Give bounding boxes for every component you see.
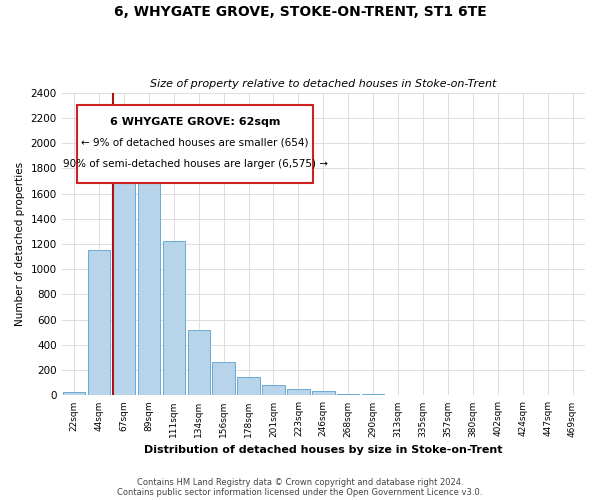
Title: Size of property relative to detached houses in Stoke-on-Trent: Size of property relative to detached ho… (150, 79, 497, 89)
Text: 6 WHYGATE GROVE: 62sqm: 6 WHYGATE GROVE: 62sqm (110, 117, 280, 127)
Bar (63, 392, 85, 396)
Bar (188, 330, 210, 396)
Y-axis label: Number of detached properties: Number of detached properties (15, 162, 25, 326)
Bar (137, 163, 160, 396)
Bar (212, 362, 235, 396)
Bar (362, 394, 385, 396)
Text: 90% of semi-detached houses are larger (6,575) →: 90% of semi-detached houses are larger (… (62, 159, 328, 169)
X-axis label: Distribution of detached houses by size in Stoke-on-Trent: Distribution of detached houses by size … (144, 445, 503, 455)
Text: Contains public sector information licensed under the Open Government Licence v3: Contains public sector information licen… (118, 488, 482, 497)
Text: ← 9% of detached houses are smaller (654): ← 9% of detached houses are smaller (654… (82, 138, 309, 148)
Bar (88, 250, 110, 396)
Bar (262, 386, 285, 396)
Bar (163, 242, 185, 396)
Bar (113, 150, 135, 396)
Bar (238, 377, 260, 396)
Bar (337, 394, 359, 396)
FancyBboxPatch shape (77, 104, 313, 184)
Text: 6, WHYGATE GROVE, STOKE-ON-TRENT, ST1 6TE: 6, WHYGATE GROVE, STOKE-ON-TRENT, ST1 6T… (113, 5, 487, 19)
Bar (312, 390, 335, 396)
Text: Contains HM Land Registry data © Crown copyright and database right 2024.: Contains HM Land Registry data © Crown c… (137, 478, 463, 487)
Bar (287, 389, 310, 396)
